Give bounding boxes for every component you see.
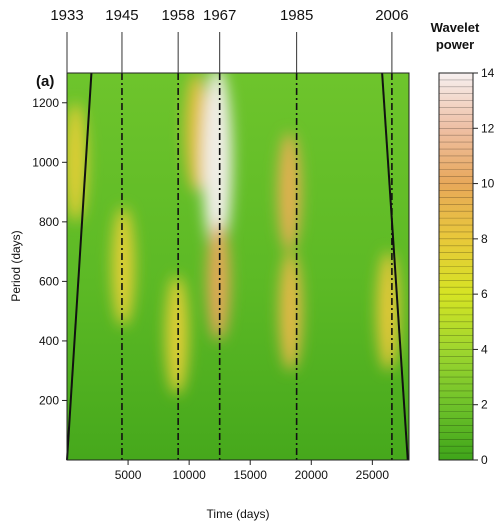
x-tick-label: 15000 — [234, 468, 268, 482]
power-peak — [279, 251, 302, 371]
colorbar: 0 2 4 6 8 10 12 14 — [438, 66, 495, 467]
colorbar-frame — [438, 72, 474, 461]
cone-of-influence — [66, 72, 409, 461]
x-tick-label: 10000 — [172, 468, 206, 482]
x-axis-label: Time (days) — [207, 507, 270, 521]
power-peak — [165, 275, 189, 395]
colorbar-tick-label: 8 — [481, 232, 488, 246]
x-axis: 5000 10000 15000 20000 25000 — [115, 460, 390, 482]
colorbar-title-line2: power — [436, 37, 474, 52]
power-blobs — [67, 73, 400, 395]
colorbar-tick-label: 2 — [481, 398, 488, 412]
y-tick-label: 1000 — [32, 155, 59, 169]
colorbar-fill — [439, 73, 473, 460]
colorbar-tick-label: 12 — [481, 121, 495, 135]
plot-frame — [66, 72, 410, 461]
colorbar-tick-label: 6 — [481, 287, 488, 301]
year-label: 1967 — [203, 7, 236, 24]
panel-label: (a) — [36, 73, 54, 90]
year-label: 1985 — [280, 7, 313, 24]
year-markers: 1933 1945 1958 1967 1985 2006 — [50, 7, 409, 73]
colorbar-title-line1: Wavelet — [431, 20, 480, 35]
power-peak — [277, 132, 301, 252]
x-tick-label: 5000 — [115, 468, 142, 482]
y-tick-label: 600 — [39, 274, 59, 288]
x-tick-label: 20000 — [295, 468, 329, 482]
coi-line-right — [381, 72, 409, 461]
y-tick-label: 200 — [39, 393, 59, 407]
power-peak — [202, 73, 233, 258]
y-axis-label: Period (days) — [9, 230, 23, 301]
y-tick-label: 1200 — [32, 96, 59, 110]
y-tick-label: 800 — [39, 215, 59, 229]
power-peak — [376, 251, 400, 371]
colorbar-tick-label: 0 — [481, 453, 488, 467]
y-axis: 200 400 600 800 1000 1200 — [32, 96, 67, 407]
power-peak — [185, 73, 208, 193]
power-peak — [111, 206, 135, 327]
colorbar-tick-label: 10 — [481, 177, 495, 191]
colorbar-tick-label: 4 — [481, 342, 488, 356]
year-marker-lines — [121, 73, 393, 460]
coi-line-left — [66, 72, 93, 461]
year-label: 1933 — [50, 7, 83, 24]
power-peak — [207, 221, 230, 341]
year-label: 1958 — [161, 7, 194, 24]
y-tick-label: 400 — [39, 334, 59, 348]
x-tick-label: 25000 — [356, 468, 390, 482]
power-peak — [67, 102, 87, 222]
year-label: 2006 — [375, 7, 408, 24]
year-label: 1945 — [105, 7, 138, 24]
colorbar-tick-label: 14 — [481, 66, 495, 80]
